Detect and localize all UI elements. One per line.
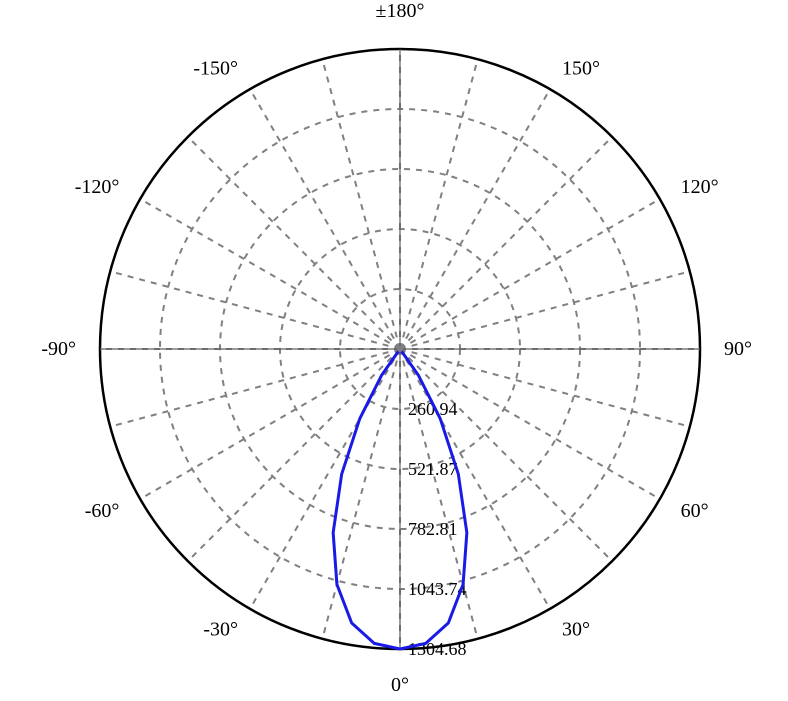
polar-chart: 260.94521.87782.811043.741304.68±180°150… xyxy=(0,0,788,701)
angle-label: 90° xyxy=(724,338,752,360)
angle-label: 120° xyxy=(681,176,719,198)
angle-label: -60° xyxy=(85,500,120,522)
ring-label: 521.87 xyxy=(408,459,458,479)
angle-label: -30° xyxy=(203,619,238,641)
angle-label: 60° xyxy=(681,500,709,522)
angle-label: -150° xyxy=(193,57,238,79)
angle-label: 30° xyxy=(562,619,590,641)
angle-label: -120° xyxy=(75,176,120,198)
angle-label: 0° xyxy=(391,674,409,696)
angle-label: -90° xyxy=(41,338,76,360)
ring-label: 782.81 xyxy=(408,519,458,539)
angle-label: 150° xyxy=(562,57,600,79)
angle-label: ±180° xyxy=(376,0,425,22)
ring-label: 1304.68 xyxy=(408,639,467,659)
